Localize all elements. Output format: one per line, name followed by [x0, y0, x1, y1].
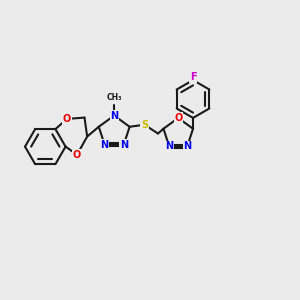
- Text: O: O: [73, 150, 81, 160]
- Text: S: S: [141, 120, 148, 130]
- Text: N: N: [183, 141, 191, 151]
- Text: O: O: [63, 114, 71, 124]
- Text: N: N: [110, 111, 118, 121]
- Text: F: F: [190, 72, 196, 82]
- Text: O: O: [174, 113, 182, 123]
- Text: N: N: [100, 140, 109, 150]
- Text: N: N: [120, 140, 128, 150]
- Text: N: N: [165, 141, 173, 151]
- Text: CH₃: CH₃: [106, 93, 122, 102]
